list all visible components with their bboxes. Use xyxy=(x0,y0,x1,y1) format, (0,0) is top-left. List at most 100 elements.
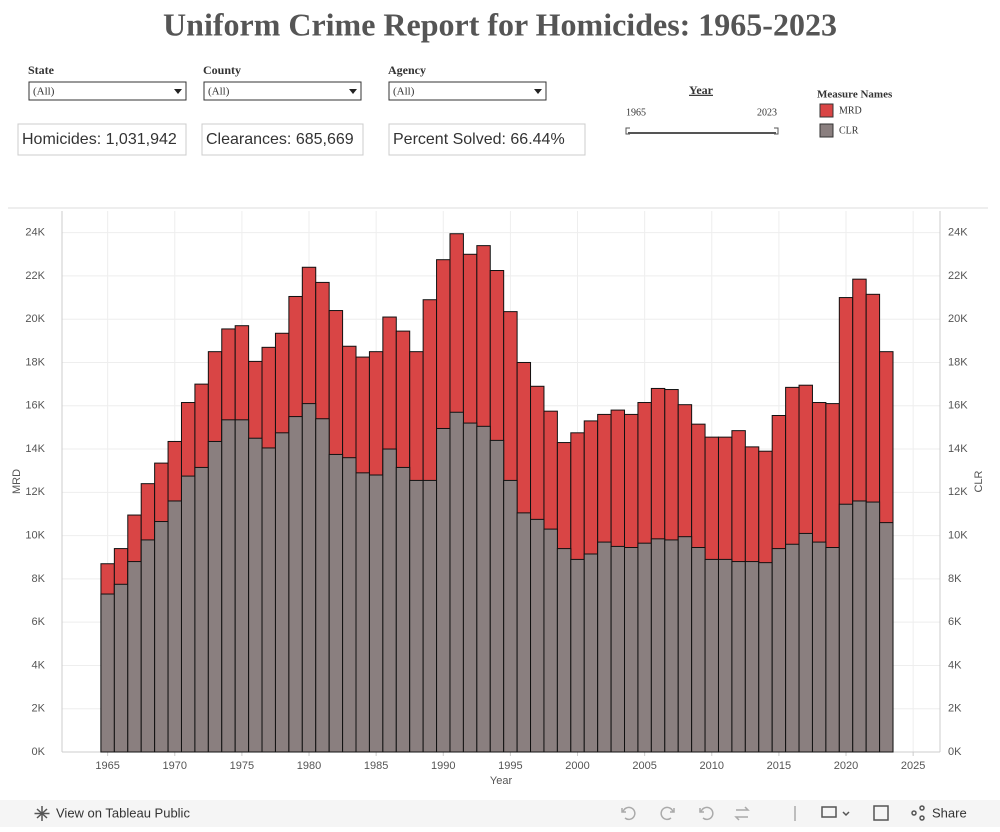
dashboard-title: Uniform Crime Report for Homicides: 1965… xyxy=(163,6,837,42)
bar xyxy=(261,447,276,753)
y2-tick-label: 22K xyxy=(948,270,968,282)
tableau-icon xyxy=(34,806,50,821)
bar xyxy=(731,561,746,753)
filter-dropdown[interactable] xyxy=(28,81,187,101)
bar xyxy=(113,583,129,753)
bar xyxy=(301,403,317,753)
y2-tick-label: 10K xyxy=(948,530,968,542)
bar xyxy=(288,416,303,753)
bar xyxy=(691,547,706,753)
filter-value: (All) xyxy=(393,86,415,98)
kpi-value: Clearances: 685,669 xyxy=(206,131,354,148)
y-tick-label: 12K xyxy=(25,486,45,498)
y2-tick-label: 24K xyxy=(948,227,968,239)
y2-tick-label: 0K xyxy=(948,746,962,758)
bar xyxy=(530,518,545,753)
bar xyxy=(583,553,599,753)
x-tick-label: 2025 xyxy=(901,760,925,772)
x-tick-label: 1975 xyxy=(230,760,254,772)
bar xyxy=(476,425,491,753)
bar xyxy=(489,439,505,753)
filter-label: Agency xyxy=(388,63,426,77)
filter-dropdown[interactable] xyxy=(388,81,547,101)
bar xyxy=(355,472,370,753)
view-on-public-link[interactable]: View on Tableau Public xyxy=(56,805,190,820)
bar xyxy=(382,448,397,753)
x-tick-label: 2020 xyxy=(834,760,858,772)
y2-tick-label: 8K xyxy=(948,573,962,585)
bar xyxy=(543,528,558,753)
x-tick-label: 2005 xyxy=(632,760,656,772)
bar xyxy=(274,432,290,753)
bar xyxy=(758,562,773,753)
bar xyxy=(637,542,652,753)
dropdown-arrow xyxy=(534,89,542,94)
y2-tick-label: 6K xyxy=(948,616,962,628)
filter-dropdown[interactable] xyxy=(203,81,362,101)
y2-tick-label: 16K xyxy=(948,400,968,412)
bar xyxy=(449,411,464,753)
legend-label: MRD xyxy=(839,105,862,116)
y-tick-label: 24K xyxy=(25,227,45,239)
y2-tick-label: 4K xyxy=(948,659,962,671)
filter-value: (All) xyxy=(33,86,55,98)
x-tick-label: 1985 xyxy=(364,760,388,772)
x-tick-label: 1980 xyxy=(297,760,321,772)
bar xyxy=(342,457,357,753)
bar xyxy=(368,474,384,753)
bar xyxy=(516,512,532,753)
bar xyxy=(771,548,787,753)
bar xyxy=(556,548,572,753)
bar xyxy=(785,543,800,753)
y-tick-label: 8K xyxy=(32,573,46,585)
y-tick-label: 0K xyxy=(32,746,46,758)
bar xyxy=(879,522,894,753)
toolbar xyxy=(0,800,1000,827)
x-tick-label: 1990 xyxy=(431,760,455,772)
bar xyxy=(194,466,209,753)
bar xyxy=(744,561,760,753)
kpi-value: Percent Solved: 66.44% xyxy=(393,131,565,148)
bar xyxy=(462,422,478,753)
bar xyxy=(597,541,612,753)
bar xyxy=(100,593,115,753)
filter-label: County xyxy=(203,63,241,77)
y-tick-label: 16K xyxy=(25,400,45,412)
y-tick-label: 22K xyxy=(25,270,45,282)
kpi-value: Homicides: 1,031,942 xyxy=(22,131,177,148)
y2-tick-label: 12K xyxy=(948,486,968,498)
bar xyxy=(167,500,182,753)
legend-swatch xyxy=(819,123,834,138)
slider-handle-left[interactable] xyxy=(625,127,630,135)
bar xyxy=(328,453,344,753)
bar xyxy=(677,536,693,753)
y-tick-label: 6K xyxy=(32,616,46,628)
bar xyxy=(409,479,424,753)
x-tick-label: 1970 xyxy=(163,760,187,772)
year-filter-min: 1965 xyxy=(626,107,646,118)
bar xyxy=(610,545,626,753)
y2-tick-label: 2K xyxy=(948,703,962,715)
share-button[interactable]: Share xyxy=(932,805,967,820)
y2-axis-title: CLR xyxy=(973,470,985,492)
bar xyxy=(221,419,236,753)
bar xyxy=(650,538,666,753)
x-tick-label: 2000 xyxy=(565,760,589,772)
bar xyxy=(154,521,169,753)
x-tick-label: 2015 xyxy=(767,760,791,772)
year-filter-label: Year xyxy=(689,83,714,97)
legend-title: Measure Names xyxy=(817,89,893,101)
bar xyxy=(865,501,881,753)
bar xyxy=(503,479,518,753)
toolbar-icons xyxy=(621,806,796,821)
slider-handle-right[interactable] xyxy=(774,127,779,135)
kpi-box xyxy=(17,123,187,156)
bar xyxy=(315,418,330,753)
x-tick-label: 1995 xyxy=(498,760,522,772)
x-tick-label: 1965 xyxy=(95,760,119,772)
y2-tick-label: 20K xyxy=(948,313,968,325)
kpi-box xyxy=(201,123,364,156)
kpi-box xyxy=(388,123,586,156)
year-filter-max: 2023 xyxy=(757,107,777,118)
x-tick-label: 2010 xyxy=(700,760,724,772)
